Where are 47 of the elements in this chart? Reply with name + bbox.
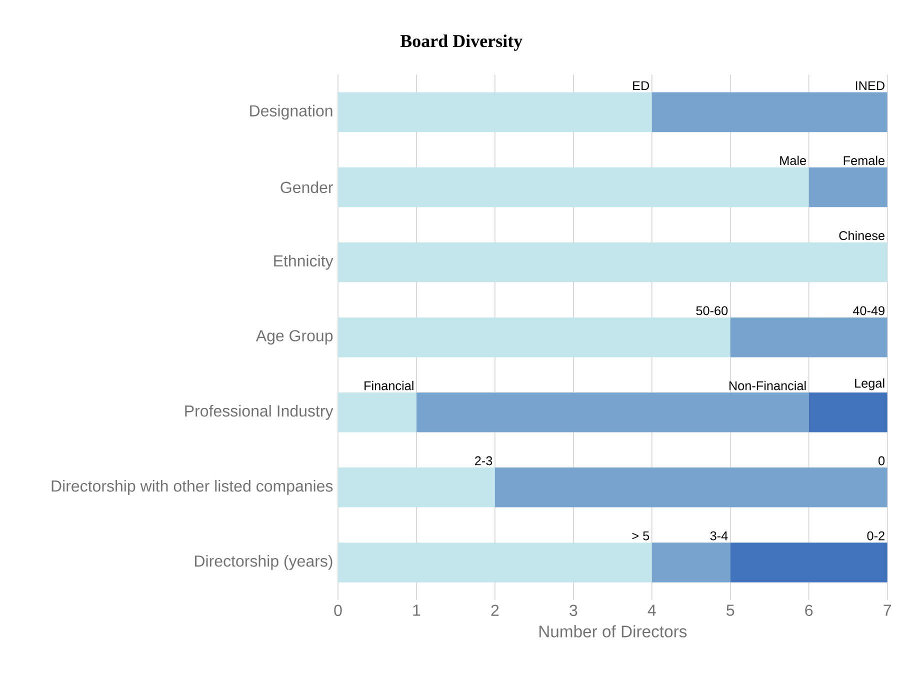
bar <box>338 392 416 432</box>
annotation: INED <box>856 81 884 90</box>
y-tick-label: Gender <box>280 181 334 194</box>
annotation: 2-3 <box>475 456 492 466</box>
y-tick-label: Directorship with other listed companies <box>52 480 333 495</box>
x-tick-label: 1 <box>413 604 420 616</box>
x-tick-label: 5 <box>726 604 734 616</box>
y-tick-label: Directorship (years) <box>195 555 332 570</box>
annotation: 3-4 <box>710 531 728 540</box>
bar <box>416 392 809 432</box>
annotation: > 5 <box>632 531 650 540</box>
bar <box>338 468 495 508</box>
annotation: 40-49 <box>852 306 884 316</box>
x-tick-label: 3 <box>570 604 578 616</box>
annotation: Female <box>844 156 884 166</box>
annotation: Chinese <box>839 230 884 240</box>
annotation: Male <box>780 156 806 166</box>
x-tick-label: 7 <box>884 604 891 616</box>
bar <box>338 542 652 582</box>
chart-title: Board Diversity <box>400 34 522 51</box>
bar <box>808 392 888 432</box>
y-tick-label: Age Group <box>256 330 333 345</box>
bar <box>338 92 652 132</box>
bar <box>338 167 809 208</box>
x-tick-label: 0 <box>334 604 342 616</box>
annotation: Financial <box>364 380 414 390</box>
annotation: Legal <box>855 378 884 390</box>
y-tick-label: Professional Industry <box>185 404 334 420</box>
bar <box>338 242 888 282</box>
y-tick-label: Designation <box>250 104 332 120</box>
x-tick-label: 2 <box>491 604 499 616</box>
y-tick-label: Ethnicity <box>274 254 334 270</box>
x-axis-title: Number of Directors <box>539 625 687 638</box>
annotation: Non-Financial <box>729 380 806 390</box>
bar <box>730 542 888 582</box>
bar <box>494 468 888 508</box>
bar <box>652 542 730 582</box>
bar <box>730 317 888 358</box>
annotation: 50-60 <box>696 306 728 316</box>
bar <box>808 167 888 208</box>
annotation: 0-2 <box>867 531 884 540</box>
annotation: 0 <box>878 456 885 466</box>
annotation: ED <box>633 81 650 90</box>
bar <box>338 317 730 358</box>
x-tick-label: 6 <box>805 604 813 616</box>
x-tick-label: 4 <box>648 604 656 616</box>
bar <box>652 92 888 132</box>
